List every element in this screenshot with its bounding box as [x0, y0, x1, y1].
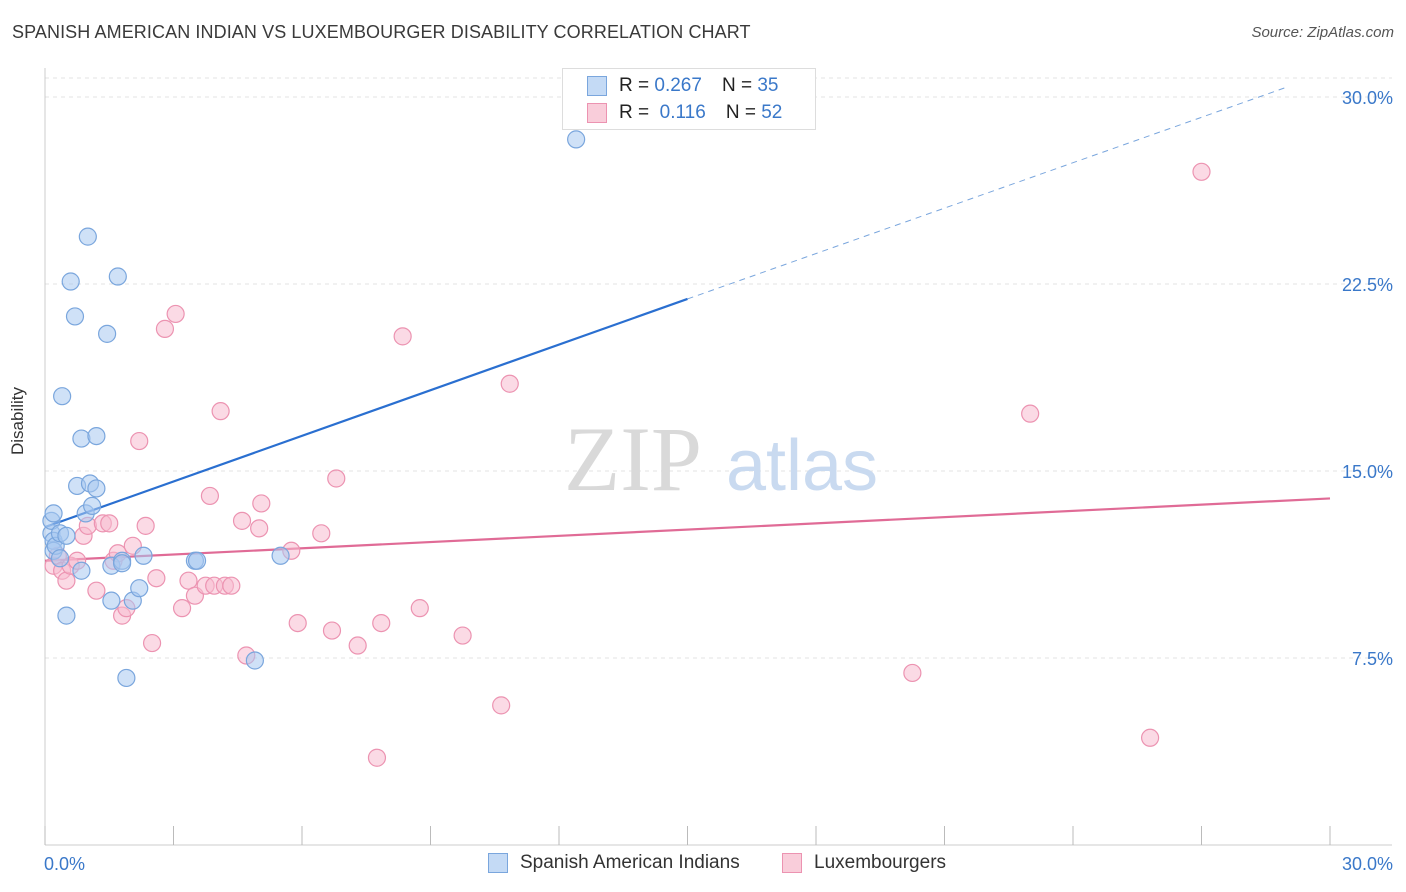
luxembourger-point [57, 571, 76, 590]
legend-swatch-blue [587, 76, 607, 96]
spanish-american-indian-point [117, 668, 136, 688]
luxembourger-point [100, 514, 119, 533]
luxembourger-point [200, 486, 220, 506]
series-legend-blue: Spanish American Indians [488, 852, 740, 874]
y-tick-label: 30.0% [1342, 88, 1393, 108]
luxembourger-point [179, 571, 198, 590]
spanish-american-indian-point [567, 130, 586, 149]
legend-n-value: 52 [761, 102, 783, 123]
legend-r-label: R = [619, 75, 650, 96]
spanish-american-indian-point [78, 227, 97, 246]
luxembourger-point [348, 636, 367, 655]
luxembourger-point [87, 581, 106, 600]
watermark: ZIP atlas [564, 408, 878, 510]
series-name-blue: Spanish American Indians [520, 852, 740, 873]
spanish-american-indian-point [72, 429, 91, 448]
luxembourger-point [367, 748, 387, 767]
trend-lines [44, 86, 1331, 562]
legend-n-label: N = [721, 75, 753, 96]
tick-labels: 7.5% 15.0% 22.5% 30.0% 0.0% 30.0% [44, 88, 1393, 874]
x-tick-label-max: 30.0% [1342, 854, 1393, 874]
luxembourger-point [393, 327, 412, 346]
series-swatch-pink [782, 853, 802, 873]
luxembourger-point [322, 621, 342, 640]
spanish-american-indian-point [72, 561, 91, 580]
spanish-american-indian-point [130, 579, 149, 598]
blue-trendline-extension [687, 86, 1288, 300]
spanish-american-indian-point [87, 426, 106, 446]
luxembourger-point [136, 516, 155, 535]
spanish-american-indian-point [187, 551, 207, 570]
luxembourger-point [453, 626, 472, 645]
y-tick-label: 15.0% [1342, 462, 1393, 482]
spanish-american-indian-point [98, 324, 117, 343]
luxembourger-point [492, 696, 511, 715]
pink-trendline [44, 497, 1331, 562]
luxembourger-point [410, 599, 429, 618]
spanish-american-indian-point [102, 591, 121, 610]
y-tick-label: 22.5% [1342, 275, 1393, 295]
luxembourger-point [327, 469, 346, 488]
luxembourger-point [903, 663, 922, 683]
luxembourger-point [1140, 728, 1160, 747]
spanish-american-indian-point [57, 526, 76, 545]
luxembourger-point [130, 431, 149, 451]
spanish-american-indian-point [65, 307, 85, 326]
spanish-american-indian-point [112, 554, 132, 573]
blue-trendline [44, 297, 688, 529]
series-name-pink: Luxembourgers [814, 852, 947, 873]
luxembourger-point [288, 613, 307, 633]
series-legend-pink: Luxembourgers [782, 852, 946, 874]
luxembourger-point [372, 613, 391, 633]
luxembourger-point [252, 494, 271, 513]
luxembourger-point [147, 569, 166, 588]
x-tick-label-min: 0.0% [44, 854, 85, 874]
luxembourger-points [44, 162, 1211, 767]
spanish-american-indian-point [53, 387, 72, 406]
luxembourger-point [211, 402, 230, 421]
luxembourger-point [500, 374, 519, 393]
series-swatch-blue [488, 853, 508, 873]
series-legend: Spanish American Indians Luxembourgers [0, 852, 1406, 878]
spanish-american-indian-point [44, 504, 63, 523]
spanish-american-indian-point [61, 272, 80, 291]
luxembourger-point [1021, 404, 1040, 423]
axes [44, 68, 1392, 846]
spanish-american-indian-points [42, 130, 586, 688]
legend-r-label: R = [619, 102, 650, 123]
legend-r-value: 0.267 [654, 75, 702, 96]
legend-row-pink: R = 0.116 N = 52 [587, 101, 782, 125]
legend-n-value: 35 [757, 75, 779, 96]
spanish-american-indian-point [134, 546, 153, 565]
luxembourger-point [166, 304, 185, 324]
watermark-atlas: atlas [726, 426, 878, 506]
spanish-american-indian-point [83, 496, 102, 516]
legend-n-label: N = [725, 102, 756, 123]
luxembourger-point [232, 511, 252, 530]
watermark-zip: ZIP [564, 408, 702, 510]
legend-row-blue: R = 0.267 N = 35 [587, 74, 778, 98]
correlation-legend: R = 0.267 N = 35 R = 0.116 N = 52 [562, 68, 816, 130]
spanish-american-indian-point [108, 267, 127, 286]
spanish-american-indian-point [57, 606, 76, 625]
spanish-american-indian-point [87, 479, 106, 498]
source-label: Source: ZipAtlas.com [1251, 24, 1394, 41]
luxembourger-point [155, 319, 175, 338]
spanish-american-indian-point [245, 651, 264, 670]
chart-title: SPANISH AMERICAN INDIAN VS LUXEMBOURGER … [12, 22, 751, 42]
spanish-american-indian-point [50, 549, 70, 568]
y-tick-label: 7.5% [1352, 649, 1393, 669]
luxembourger-point [1192, 162, 1211, 181]
y-axis-title: Disability [8, 386, 27, 455]
grid-lines [45, 77, 1392, 659]
legend-swatch-pink [587, 103, 607, 123]
luxembourger-point [172, 599, 192, 618]
spanish-american-indian-point [271, 546, 290, 565]
luxembourger-point [312, 524, 331, 543]
luxembourger-point [222, 576, 241, 595]
luxembourger-point [250, 519, 269, 538]
legend-r-value: 0.116 [659, 102, 706, 123]
luxembourger-point [142, 633, 162, 653]
